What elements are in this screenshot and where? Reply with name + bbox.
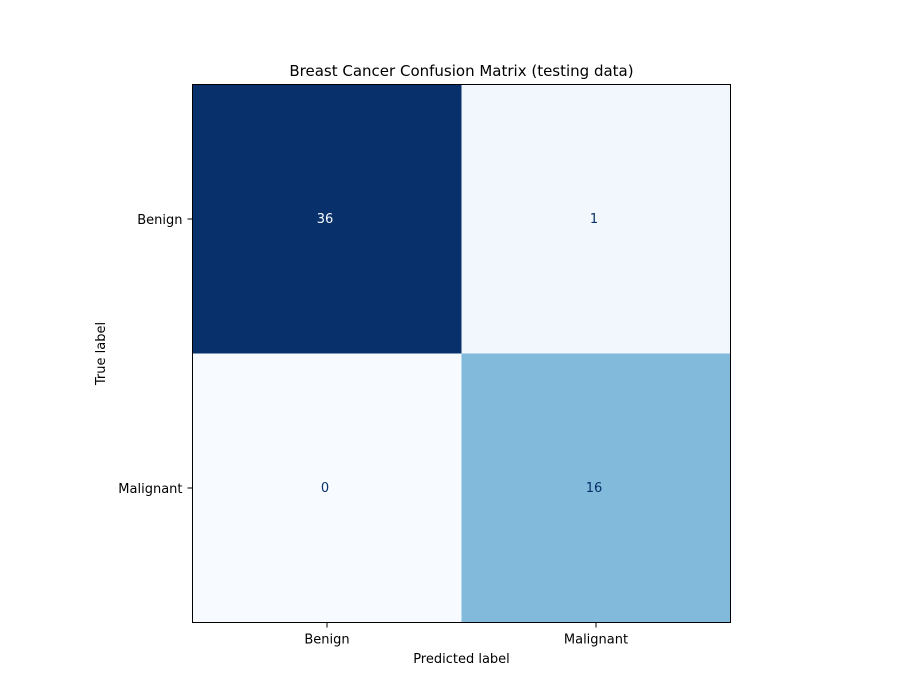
x-axis-label: Predicted label [413, 652, 510, 667]
matrix-value-0-1: 1 [590, 212, 598, 227]
y-axis-ticks: Benign Malignant [118, 213, 193, 497]
matrix-value-1-1: 16 [586, 481, 603, 496]
plot-frame [192, 84, 731, 623]
x-tick-label: Benign [304, 633, 349, 648]
matrix-value-0-0: 36 [317, 212, 334, 227]
x-axis-ticks: Benign Malignant [304, 622, 628, 648]
y-axis-label: True label [94, 322, 109, 386]
matrix-value-labels: 36 1 0 16 [317, 212, 603, 496]
y-tick-label: Malignant [118, 482, 182, 497]
matrix-value-1-0: 0 [321, 481, 329, 496]
x-tick-label: Malignant [564, 633, 628, 648]
matrix-cell-0-1 [461, 84, 731, 354]
matrix-cells [192, 84, 731, 623]
matrix-cell-1-0 [192, 353, 462, 623]
matrix-cell-1-1 [461, 353, 731, 623]
chart-title: Breast Cancer Confusion Matrix (testing … [289, 62, 633, 80]
y-tick-label: Benign [137, 213, 182, 228]
matrix-cell-0-0 [192, 84, 462, 354]
